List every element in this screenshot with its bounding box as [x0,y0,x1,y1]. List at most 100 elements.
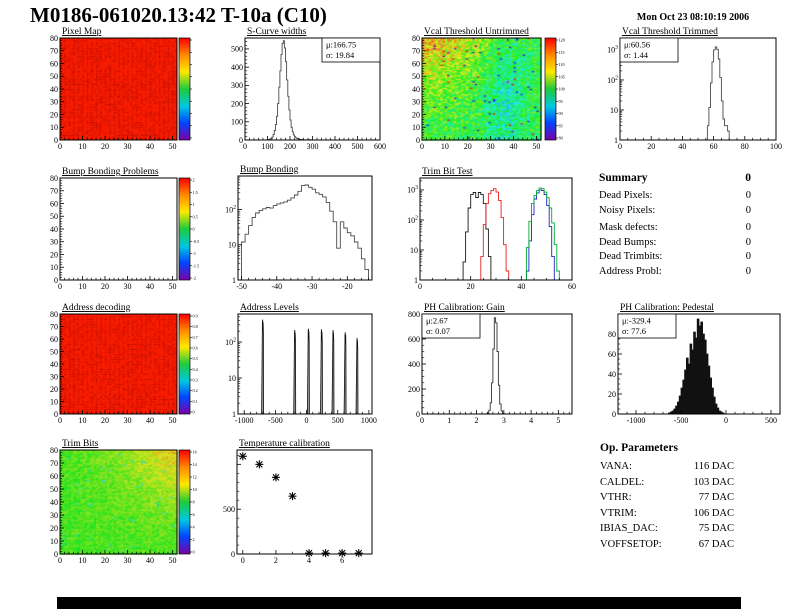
bump_problems-y-tick-label: 80 [50,174,58,183]
bump_problems-x-tick-label: 50 [169,282,177,291]
temperature-calibration-plot: Temperature calibration 0 2 4 6 0 500 [223,439,373,565]
pixel-map-plot: Pixel Map 0 10 20 30 40 50 0 10 20 30 40 50 60 70 80 [50,27,192,151]
scurve_widths-stats-line: σ: 19.84 [326,50,355,60]
bump_problems-colorbar-label: 1 [193,202,195,207]
op-row-vthr: VTHR: 77 DAC [600,490,734,506]
summary-value: 0 [745,204,751,216]
addr_levels-x-tick-label: -500 [268,416,283,425]
scurve_widths-y-tick-label: 400 [231,63,243,72]
addr_decoding-y-tick-label: 0 [54,410,58,419]
scurve_widths-x-tick-label: 500 [352,142,364,151]
summary-label: Dead Pixels: [599,190,653,201]
summary-value: 0 [745,265,751,277]
pixel_map-y-tick-label: 60 [50,59,58,68]
summary-value: 0 [745,251,751,263]
summary-label: Mask defects: [599,222,658,234]
vcal_untrimmed-x-tick-label: 40 [510,142,518,151]
pixel_map-frame [59,37,178,141]
ph_pedestal-y-tick-label: 0 [612,410,616,419]
vcal-untrimmed-plot: Vcal Threshold Untrimmed 0 10 20 30 40 50 0 10 20… [412,27,565,151]
summary-title: Summary [599,172,648,184]
op-row-voffsetop: VOFFSETOP: 67 DAC [600,537,734,553]
trimbit_test-x-tick-label: 20 [467,282,475,291]
temp_cal-x-tick-label: 0 [241,556,245,565]
scurve_widths-x-tick-label: 0 [243,142,247,151]
summary-row-address-probl: Address Probl: 0 [599,265,751,280]
ph_gain-stats-line: μ:2.67 [426,316,448,326]
scurve_widths-y-tick-label: 0 [239,136,243,145]
scurve_widths-stats-box [321,37,381,63]
trim-bit-test-plot: Trim Bit Test 0 20 40 60 1 10 102 103 [407,167,576,291]
summary-value: 0 [745,190,751,201]
bump_problems-x-tick-label: 40 [146,282,154,291]
ph_pedestal-y-tick-label: 20 [608,390,616,399]
vcal_untrimmed-y-tick-label: 40 [412,85,420,94]
addr_decoding-x-tick-label: 50 [169,416,177,425]
bump_problems-x-tick-label: 20 [101,282,109,291]
scurve_widths-y-tick-label: 500 [231,45,243,54]
trimbit_test-green-histogram [420,187,572,281]
op-row-ibias-dac: IBIAS_DAC: 75 DAC [600,521,734,537]
addr_decoding-colorbar-label: 0.3 [193,378,198,383]
ph_gain-y-tick-label: 400 [408,360,420,369]
vcal_untrimmed-y-tick-label: 50 [412,72,420,81]
vcal_untrimmed-colorbar-label: 100 [559,87,565,92]
summary-label: Address Probl: [599,265,662,277]
addr_decoding-y-tick-label: 50 [50,347,58,356]
ph_pedestal-stats-box [617,313,677,339]
vcal_untrimmed-y-tick-label: 30 [412,98,420,107]
bottom-bar [57,597,741,609]
addr_decoding-colorbar-label: 0.5 [193,356,198,361]
vcal_untrimmed-colorbar-label: 110 [559,62,565,67]
vcal_untrimmed-colorbar-label: 105 [559,74,565,79]
addr_levels-x-tick-label: 1000 [361,416,377,425]
vcal_untrimmed-x-tick-label: 20 [464,142,472,151]
pixel_map-x-tick-label: 50 [169,142,177,151]
scurve_widths-x-tick-label: 200 [284,142,296,151]
ph_pedestal-x-tick-label: 0 [724,416,728,425]
addr_decoding-colorbar-label: 0.2 [193,388,198,393]
pixel_map-y-tick-label: 10 [50,123,58,132]
ph_gain-x-tick-label: 4 [529,416,533,425]
summary-label: Noisy Pixels: [599,204,656,216]
ph_pedestal-stats-line: μ:-329.4 [622,316,652,326]
trim_bits-title: Trim Bits [62,439,99,449]
scurve_widths-x-tick-label: 300 [307,142,319,151]
temp_cal-x-tick-label: 2 [274,556,278,565]
vcal_untrimmed-colorbar [544,37,557,141]
trim_bits-colorbar-label: 16 [193,450,197,455]
vcal_untrimmed-y-tick-label: 80 [412,34,420,43]
temp_cal-y-tick-label: 500 [223,505,235,514]
panel-ph-calibration-gain: PH Calibration: Gain 0 1 2 3 4 5 0 200 400 600 800 μ… [398,296,582,430]
ph_gain-y-tick-label: 0 [416,410,420,419]
trim_bits-colorbar-label: 12 [193,475,197,480]
addr_decoding-colorbar-label: 0 [193,410,195,415]
addr_decoding-y-tick-label: 20 [50,385,58,394]
vcal_untrimmed-y-tick-label: 0 [416,136,420,145]
trim_bits-y-tick-label: 20 [50,524,58,533]
trim_bits-colorbar-label: 4 [193,525,196,530]
addr_decoding-colorbar-label: 0.1 [193,399,198,404]
panel-pixel-map: Pixel Map 0 10 20 30 40 50 0 10 20 30 40 50 60 70 80 [28,24,200,158]
pixel_map-y-tick-label: 20 [50,110,58,119]
scurve_widths-title: S-Curve widths [247,27,307,37]
trim_bits-colorbar-label: 14 [193,462,198,467]
addr_decoding-colorbar-label: 0.6 [193,346,198,351]
ph_gain-y-tick-label: 600 [408,335,420,344]
trim_bits-colorbar-label: 2 [193,537,195,542]
ph_gain-stats-line: σ: 0.07 [426,326,450,336]
address-level-peak [261,319,265,415]
scurve_widths-y-tick-label: 300 [231,81,243,90]
vcal_untrimmed-x-tick-label: 50 [532,142,540,151]
bump_problems-y-tick-label: 30 [50,238,58,247]
pixel-map-heatmap [28,24,200,158]
trimbit_test-y-tick-label: 10 [410,246,418,255]
addr_decoding-x-tick-label: 10 [79,416,87,425]
pixel_map-x-tick-label: 40 [146,142,154,151]
vcal_untrimmed-y-tick-label: 70 [412,47,420,56]
bump_problems-frame [59,177,178,281]
trim_bits-x-tick-label: 40 [146,556,154,565]
